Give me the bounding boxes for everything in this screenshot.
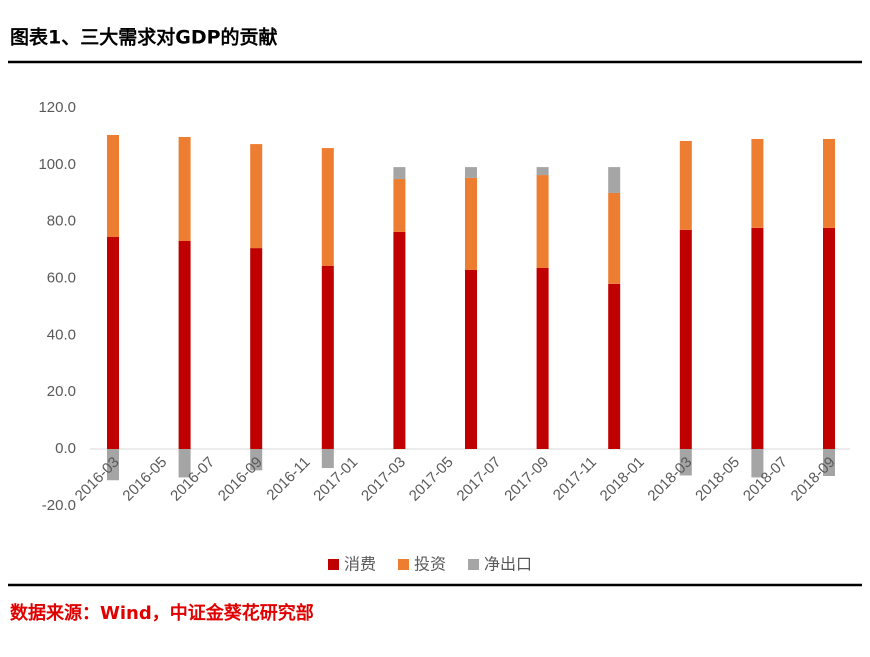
x-tick-label: 2018-09 xyxy=(788,454,839,505)
x-tick-label: 2017-07 xyxy=(454,454,505,505)
x-tick-label: 2017-01 xyxy=(310,454,361,505)
bar-segment xyxy=(536,167,549,176)
bar-segment xyxy=(823,449,835,476)
y-tick-label: -20.0 xyxy=(42,497,76,514)
bar-segment xyxy=(321,449,334,469)
legend-swatch xyxy=(468,559,480,570)
bar-segment xyxy=(679,449,692,476)
x-tick-label: 2016-07 xyxy=(167,454,218,505)
legend-label: 净出口 xyxy=(484,555,532,574)
x-tick-label: 2016-05 xyxy=(119,454,170,505)
bar-segment xyxy=(679,229,692,449)
bar-segment xyxy=(178,449,191,478)
bar-segment xyxy=(823,227,835,449)
bar-segment xyxy=(751,227,764,449)
y-tick-label: 20.0 xyxy=(47,383,76,400)
y-tick-label: 100.0 xyxy=(38,156,76,173)
bar-segment xyxy=(608,192,621,284)
bar-segment xyxy=(178,136,191,241)
legend-swatch xyxy=(398,559,410,570)
legend-label: 投资 xyxy=(414,555,446,574)
bar-segment xyxy=(107,134,119,238)
x-tick-label: 2018-05 xyxy=(692,454,743,505)
source-note: 数据来源：Wind，中证金葵花研究部 xyxy=(10,602,314,624)
y-tick-label: 40.0 xyxy=(47,326,76,343)
bar-segment xyxy=(107,237,119,449)
x-tick-label: 2017-09 xyxy=(501,454,552,505)
bar-segment xyxy=(250,144,263,249)
x-tick-label: 2016-11 xyxy=(263,454,313,504)
bar-segment xyxy=(465,167,477,178)
y-tick-label: 0.0 xyxy=(55,440,76,457)
bar-segment xyxy=(751,138,764,228)
bar-segment xyxy=(178,240,191,449)
bar-segment xyxy=(679,140,692,230)
bar-segment xyxy=(536,267,549,449)
bar-segment xyxy=(393,167,406,180)
bar-segment xyxy=(608,283,621,449)
y-tick-label: 120.0 xyxy=(38,99,76,116)
x-tick-label: 2017-05 xyxy=(406,454,457,505)
y-tick-label: 80.0 xyxy=(47,213,76,230)
legend-label: 消费 xyxy=(344,555,376,574)
x-tick-label: 2018-01 xyxy=(597,454,648,505)
x-tick-label: 2017-11 xyxy=(550,454,600,504)
bar-segment xyxy=(465,269,477,449)
x-tick-label: 2017-03 xyxy=(358,454,409,505)
bar-segment xyxy=(536,175,549,268)
bar-segment xyxy=(321,148,334,266)
bar-segment xyxy=(107,449,119,481)
bar-segment xyxy=(751,449,764,478)
chart-title: 图表1、三大需求对GDP的贡献 xyxy=(10,26,278,49)
x-tick-label: 2016-09 xyxy=(215,454,266,505)
y-tick-label: 60.0 xyxy=(47,269,76,286)
bar-segment xyxy=(250,449,263,471)
bar-segment xyxy=(465,177,477,270)
bar-segment xyxy=(823,138,835,228)
legend-swatch xyxy=(328,559,339,570)
x-tick-label: 2018-07 xyxy=(740,454,791,505)
bar-segment xyxy=(393,231,406,449)
x-tick-label: 2018-03 xyxy=(644,454,695,505)
bar-segment xyxy=(321,265,334,449)
bar-segment xyxy=(250,248,263,449)
bar-segment xyxy=(608,167,621,193)
bar-segment xyxy=(393,179,406,232)
